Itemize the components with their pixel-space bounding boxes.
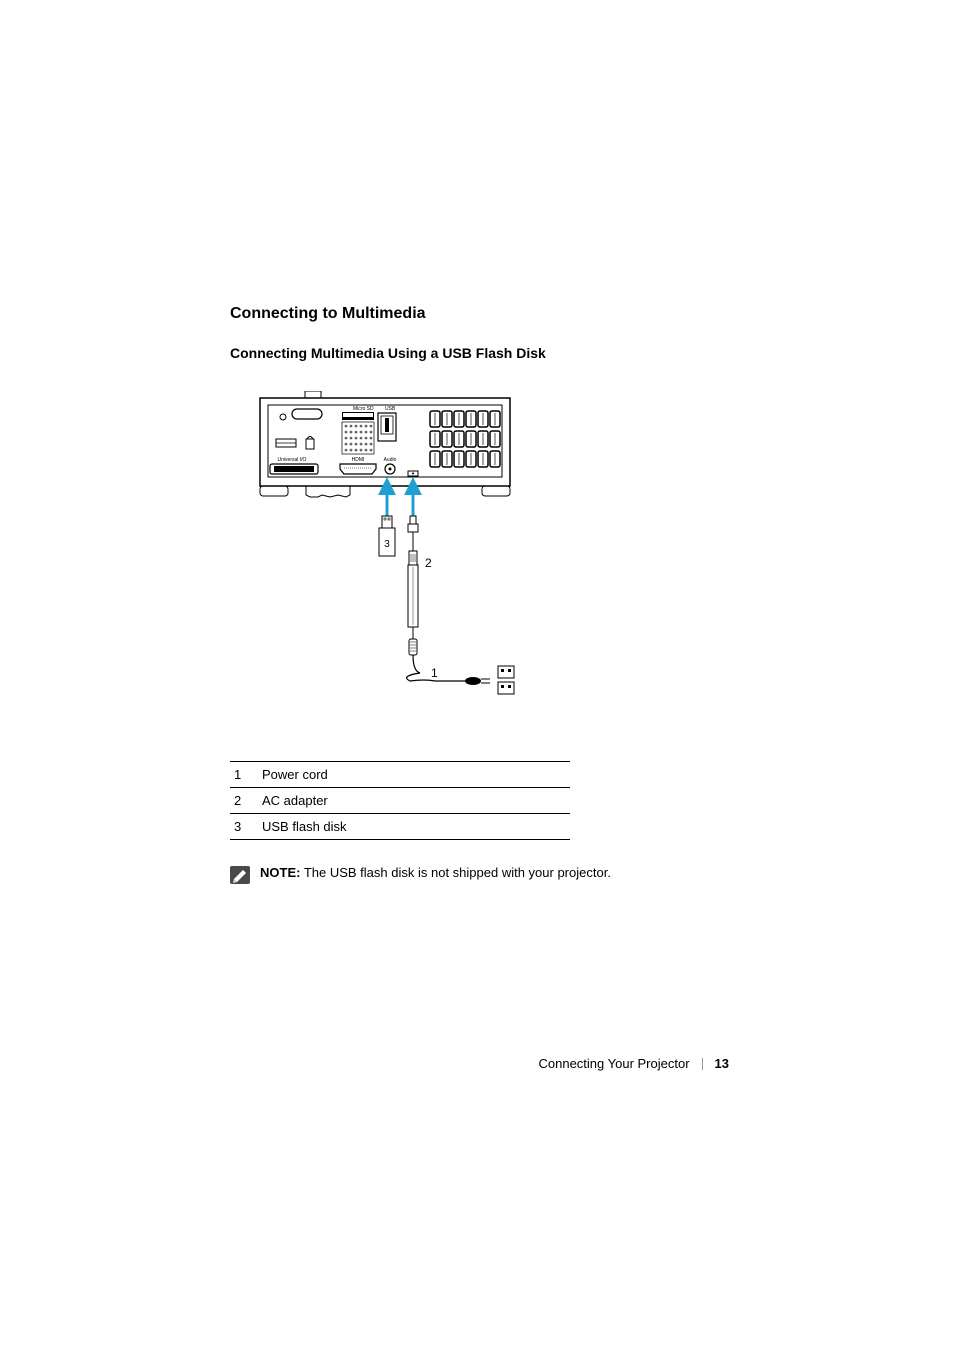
svg-text:USB: USB [385, 406, 396, 412]
page-number: 13 [715, 1056, 729, 1071]
table-row: 2 AC adapter [230, 788, 570, 814]
note-label: NOTE: [260, 865, 300, 880]
svg-text:Universal I/O: Universal I/O [278, 457, 307, 463]
note-body: The USB flash disk is not shipped with y… [300, 865, 610, 880]
note-text: NOTE: The USB flash disk is not shipped … [260, 865, 611, 880]
table-row: 1 Power cord [230, 762, 570, 788]
section-heading: Connecting to Multimedia [230, 305, 730, 323]
usb-flash-disk: 3 [379, 516, 395, 556]
wall-outlet [498, 666, 514, 694]
legend-num: 1 [230, 762, 258, 788]
power-cord: 1 [407, 627, 490, 685]
subsection-heading: Connecting Multimedia Using a USB Flash … [230, 345, 730, 361]
vent-grille [430, 411, 500, 467]
svg-text:HDMI: HDMI [352, 457, 365, 463]
legend-label: USB flash disk [258, 814, 570, 840]
page-footer: Connecting Your Projector 13 [538, 1056, 729, 1071]
legend-table: 1 Power cord 2 AC adapter 3 USB flash di… [230, 761, 570, 840]
legend-label: Power cord [258, 762, 570, 788]
note-icon [230, 866, 250, 889]
projector-body: Universal I/O Micro SD USB [260, 391, 510, 497]
legend-num: 2 [230, 788, 258, 814]
legend-label: AC adapter [258, 788, 570, 814]
footer-section: Connecting Your Projector [538, 1056, 689, 1071]
svg-text:Micro SD: Micro SD [353, 406, 374, 412]
note-block: NOTE: The USB flash disk is not shipped … [230, 865, 730, 889]
connection-diagram: Universal I/O Micro SD USB [250, 391, 730, 711]
callout-2: 2 [425, 556, 432, 570]
power-plug-tip: 2 [408, 516, 432, 627]
callout-1: 1 [431, 666, 438, 680]
legend-num: 3 [230, 814, 258, 840]
table-row: 3 USB flash disk [230, 814, 570, 840]
svg-text:Audio: Audio [384, 457, 397, 463]
footer-divider [702, 1058, 703, 1070]
callout-3: 3 [384, 539, 390, 550]
